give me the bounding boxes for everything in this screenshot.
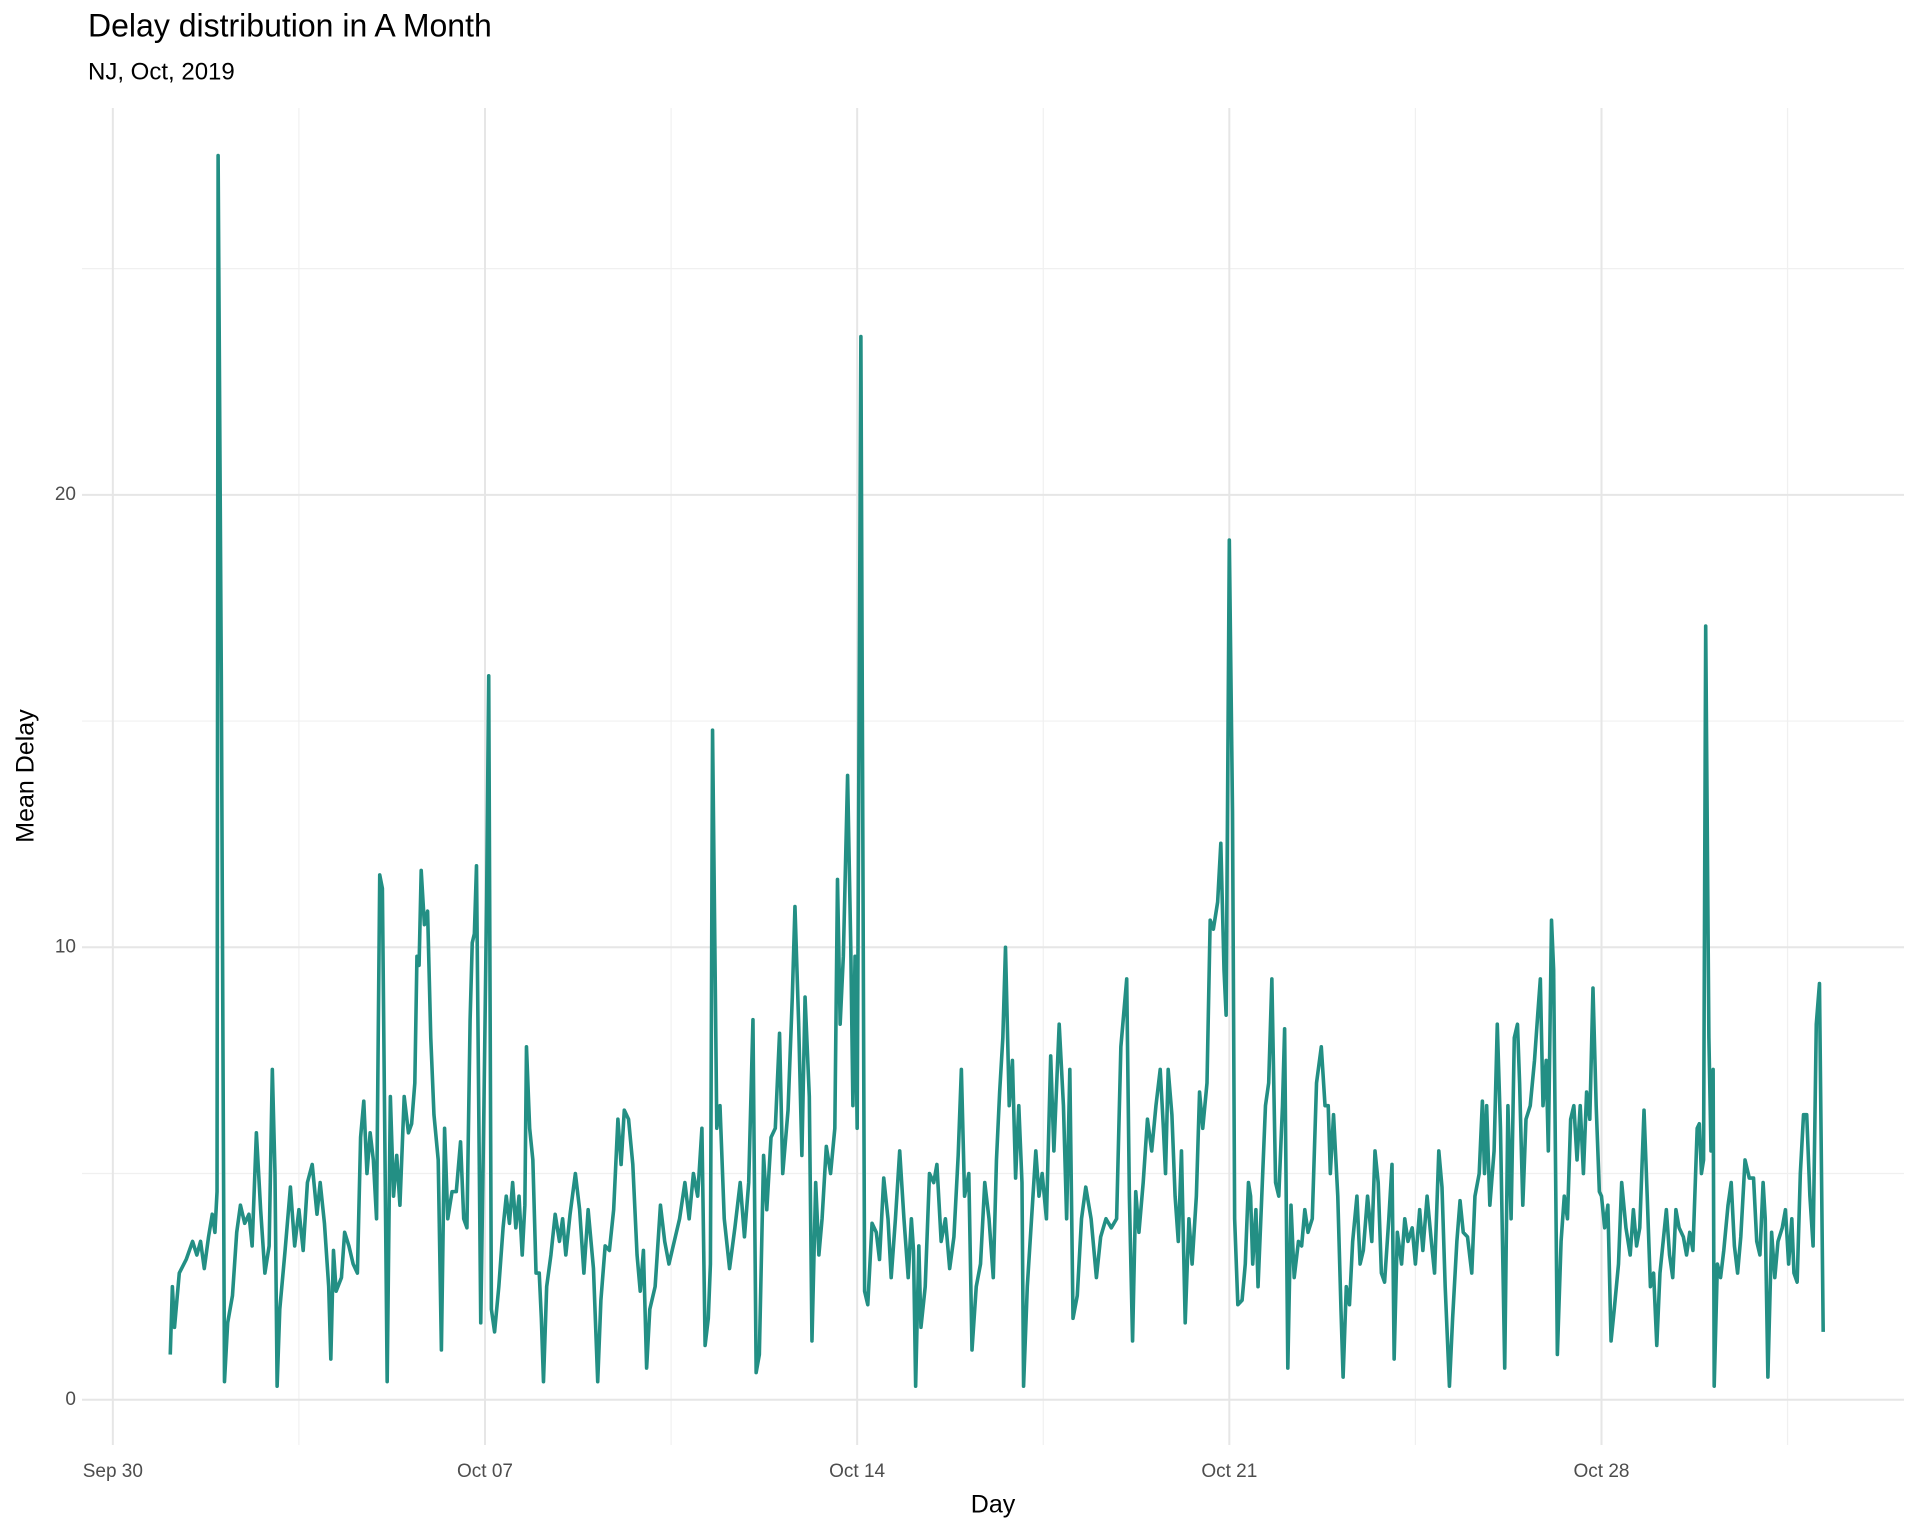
y-axis-title: Mean Delay bbox=[12, 709, 40, 843]
x-tick-label: Sep 30 bbox=[83, 1461, 143, 1482]
x-tick-label: Oct 07 bbox=[457, 1461, 513, 1482]
x-tick-label: Oct 28 bbox=[1573, 1461, 1629, 1482]
x-tick-label: Oct 14 bbox=[829, 1461, 885, 1482]
chart-title: Delay distribution in A Month bbox=[88, 7, 492, 43]
y-tick-label: 10 bbox=[55, 936, 76, 957]
chart-subtitle: NJ, Oct, 2019 bbox=[88, 58, 235, 85]
y-tick-label: 20 bbox=[55, 484, 76, 505]
x-axis-title: Day bbox=[971, 1491, 1016, 1519]
y-tick-label: 0 bbox=[65, 1389, 76, 1410]
x-tick-label: Oct 21 bbox=[1201, 1461, 1257, 1482]
line-series bbox=[168, 153, 1825, 1388]
